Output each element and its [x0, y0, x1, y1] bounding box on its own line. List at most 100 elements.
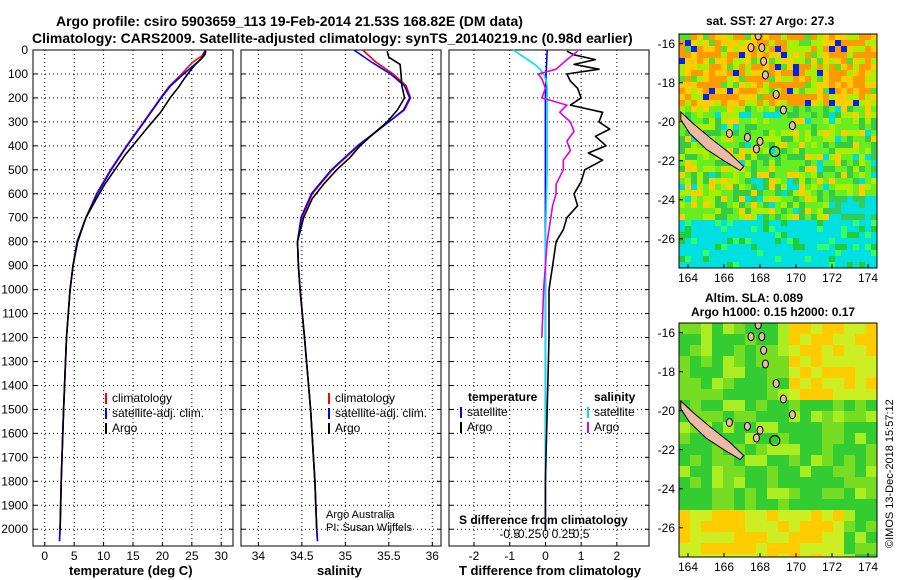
- map-cell: [787, 250, 794, 257]
- map-cell: [775, 244, 782, 251]
- map-cell: [841, 196, 848, 203]
- map-cell: [723, 521, 735, 533]
- map-cell: [811, 411, 823, 423]
- x-tick-label: 20: [156, 549, 170, 563]
- map-cell: [733, 136, 740, 143]
- map-cell: [697, 34, 704, 41]
- map-cell: [811, 334, 823, 346]
- map-cell: [855, 323, 867, 335]
- map-cell: [712, 488, 724, 500]
- map-cell: [871, 118, 877, 125]
- map-cell: [691, 112, 698, 119]
- map-cell: [859, 166, 866, 173]
- legend-label: satellite: [467, 405, 508, 419]
- map-cell: [734, 389, 746, 401]
- map-cell: [829, 88, 836, 95]
- map-cell: [709, 52, 716, 59]
- map-cell: [829, 130, 836, 137]
- map-x-tick-label: 164: [678, 271, 698, 285]
- map-cell: [866, 488, 877, 500]
- map-cell: [859, 118, 866, 125]
- map-cell: [841, 238, 848, 245]
- map-cell: [805, 82, 812, 89]
- map-cell: [690, 345, 702, 357]
- map-cell: [715, 196, 722, 203]
- map-cell: [727, 94, 734, 101]
- map-cell: [787, 106, 794, 113]
- map-cell: [723, 422, 735, 434]
- map-cell: [745, 389, 757, 401]
- map-cell: [835, 214, 842, 221]
- map-cell: [691, 172, 698, 179]
- map-cell: [751, 238, 758, 245]
- map-cell: [701, 389, 713, 401]
- map-cell: [823, 118, 830, 125]
- map-cell: [769, 46, 776, 53]
- map-cell: [829, 196, 836, 203]
- depth-tick-label: 100: [8, 67, 28, 81]
- map-cell: [841, 112, 848, 119]
- map-cell: [745, 94, 752, 101]
- map-cell: [727, 166, 734, 173]
- map-cell: [701, 400, 713, 412]
- map-cell: [723, 499, 735, 511]
- sla-map-subtitle: Argo h1000: 0.15 h2000: 0.17: [691, 305, 855, 319]
- map-cell: [751, 40, 758, 47]
- map-cell: [703, 256, 710, 263]
- map-cell: [712, 334, 724, 346]
- map-cell: [679, 106, 686, 113]
- map-cell: [715, 46, 722, 53]
- map-cell: [833, 389, 845, 401]
- map-cell: [703, 124, 710, 131]
- map-cell: [739, 148, 746, 155]
- map-cell: [789, 433, 801, 445]
- map-cell: [733, 178, 740, 185]
- depth-tick-label: 200: [8, 91, 28, 105]
- map-cell: [685, 142, 692, 149]
- credit-line1: Argo Australia: [326, 509, 395, 521]
- map-cell: [709, 64, 716, 71]
- map-cell: [751, 88, 758, 95]
- map-cell: [817, 82, 824, 89]
- map-cell: [721, 40, 728, 47]
- map-cell: [800, 488, 812, 500]
- map-cell: [817, 154, 824, 161]
- map-cell: [763, 64, 770, 71]
- map-y-tick-label: -20: [658, 115, 676, 129]
- map-cell: [778, 488, 790, 500]
- map-cell: [829, 136, 836, 143]
- map-cell: [799, 190, 806, 197]
- map-cell: [715, 130, 722, 137]
- map-cell: [799, 118, 806, 125]
- map-cell: [847, 166, 854, 173]
- map-cell: [679, 521, 691, 533]
- map-cell: [853, 100, 860, 107]
- map-cell: [775, 118, 782, 125]
- map-cell: [799, 172, 806, 179]
- map-cell: [733, 232, 740, 239]
- map-cell: [817, 136, 824, 143]
- map-cell: [823, 250, 830, 257]
- map-cell: [859, 178, 866, 185]
- map-cell: [679, 323, 691, 335]
- map-cell: [799, 64, 806, 71]
- map-cell: [775, 100, 782, 107]
- map-cell: [685, 88, 692, 95]
- map-cell: [822, 554, 834, 557]
- map-cell: [855, 477, 867, 489]
- x-tick-label: -1: [504, 549, 515, 563]
- map-cell: [697, 190, 704, 197]
- map-cell: [721, 136, 728, 143]
- map-cell: [800, 345, 812, 357]
- map-cell: [701, 334, 713, 346]
- map-cell: [865, 184, 872, 191]
- map-cell: [787, 226, 794, 233]
- map-cell: [811, 226, 818, 233]
- map-cell: [709, 166, 716, 173]
- map-cell: [822, 510, 834, 522]
- map-cell: [781, 88, 788, 95]
- map-cell: [691, 70, 698, 77]
- map-cell: [781, 148, 788, 155]
- map-cell: [757, 208, 764, 215]
- map-cell: [701, 499, 713, 511]
